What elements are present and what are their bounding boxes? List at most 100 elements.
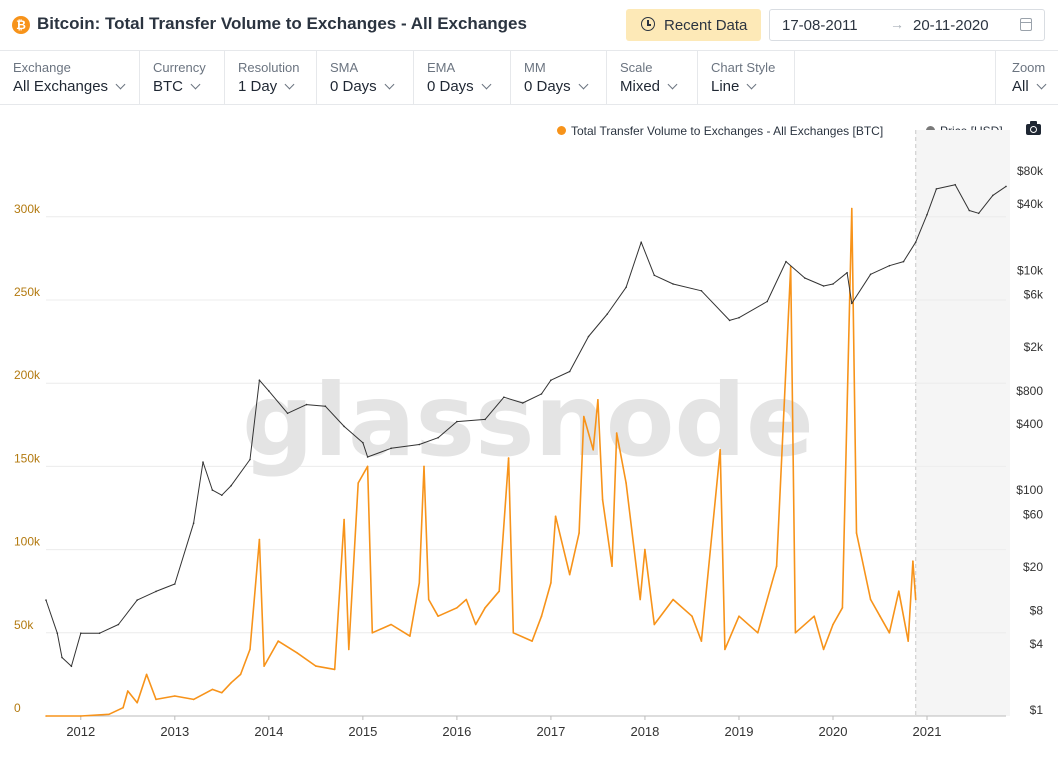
- price-point: [935, 188, 938, 190]
- price-point: [977, 212, 980, 215]
- y-right-tick-label: $2k: [1024, 340, 1044, 354]
- exchange-select[interactable]: Exchange All Exchanges: [0, 51, 140, 104]
- price-point: [305, 403, 308, 406]
- x-tick-label: 2016: [442, 724, 471, 739]
- ema-value: 0 Days: [427, 78, 492, 95]
- price-point: [728, 319, 731, 322]
- volume-point: [474, 623, 477, 626]
- sma-select[interactable]: SMA 0 Days: [317, 51, 414, 104]
- volume-point: [145, 673, 148, 676]
- price-point: [672, 283, 674, 285]
- volume-point: [615, 432, 618, 434]
- volume-point: [333, 668, 336, 671]
- volume-point: [258, 538, 261, 541]
- currency-value: BTC: [153, 78, 201, 95]
- volume-point: [127, 690, 129, 692]
- sma-value: 0 Days: [330, 78, 395, 95]
- volume-point: [366, 465, 369, 468]
- legend-volume[interactable]: Total Transfer Volume to Exchanges - All…: [557, 124, 883, 138]
- ema-select[interactable]: EMA 0 Days: [414, 51, 511, 104]
- price-point: [366, 456, 369, 458]
- volume-point: [625, 482, 627, 484]
- clock-icon: [641, 17, 655, 31]
- price-point: [640, 241, 642, 243]
- price-point: [418, 443, 421, 446]
- zoom-select[interactable]: Zoom All: [995, 51, 1058, 104]
- volume-point: [80, 715, 82, 717]
- price-point: [503, 396, 505, 399]
- exchange-label: Exchange: [13, 60, 71, 75]
- price-point: [653, 274, 656, 277]
- price-point: [766, 300, 768, 303]
- volume-point: [221, 691, 223, 694]
- x-tick-label: 2018: [630, 724, 659, 739]
- date-to-input[interactable]: 20-11-2020: [913, 17, 989, 34]
- price-point: [846, 271, 848, 274]
- volume-point: [371, 632, 374, 634]
- volume-point: [592, 449, 594, 451]
- recent-data-button[interactable]: Recent Data: [626, 9, 761, 41]
- price-point: [286, 412, 289, 415]
- exchange-value: All Exchanges: [13, 78, 126, 95]
- x-tick-label: 2013: [160, 724, 189, 739]
- price-point: [230, 484, 232, 487]
- volume-point: [611, 565, 613, 567]
- y-right-tick-label: $10k: [1017, 263, 1044, 277]
- date-range-picker[interactable]: 17-08-2011 → 20-11-2020: [769, 9, 1045, 41]
- bitcoin-icon: ₿: [12, 16, 30, 34]
- volume-point: [192, 698, 195, 701]
- price-point: [832, 283, 834, 285]
- price-point: [98, 632, 101, 634]
- price-point: [926, 213, 928, 216]
- chevron-down-icon: [1036, 79, 1047, 90]
- resolution-select[interactable]: Resolution 1 Day: [225, 51, 317, 104]
- price-point: [258, 379, 261, 382]
- volume-point: [315, 665, 317, 667]
- volume-point: [601, 498, 604, 501]
- date-from-input[interactable]: 17-08-2011: [782, 17, 858, 34]
- volume-point: [174, 695, 176, 697]
- price-point: [136, 599, 138, 601]
- price-point: [804, 277, 806, 279]
- volume-point: [418, 582, 421, 584]
- scale-value: Mixed: [620, 78, 678, 95]
- volume-point: [239, 673, 242, 676]
- price-point: [456, 420, 458, 423]
- price-point: [249, 458, 251, 461]
- page-title: Bitcoin: Total Transfer Volume to Exchan…: [37, 14, 527, 33]
- price-point: [484, 418, 486, 421]
- chevron-down-icon: [667, 79, 678, 90]
- volume-point: [869, 598, 872, 601]
- y-right-tick-label: $8: [1030, 604, 1044, 618]
- currency-select[interactable]: Currency BTC: [140, 51, 225, 104]
- price-point: [785, 260, 787, 263]
- volume-point: [122, 706, 124, 709]
- volume-point: [249, 648, 251, 651]
- watermark: glassnode: [242, 362, 814, 479]
- camera-icon[interactable]: [1026, 121, 1041, 135]
- volume-point: [855, 532, 858, 534]
- volume-point: [822, 648, 825, 651]
- volume-point: [507, 457, 510, 459]
- price-point: [437, 436, 439, 439]
- volume-point: [568, 573, 571, 576]
- price-point: [268, 390, 270, 392]
- price-point: [606, 313, 609, 315]
- price-point: [954, 183, 956, 186]
- volume-point: [484, 607, 486, 609]
- price-point: [1005, 185, 1007, 188]
- mm-select[interactable]: MM 0 Days: [511, 51, 607, 104]
- price-point: [362, 441, 364, 444]
- volume-point: [531, 640, 533, 642]
- volume-point: [639, 598, 641, 601]
- volume-point: [841, 607, 844, 609]
- y-left-tick-label: 300k: [14, 202, 41, 216]
- chart-style-select[interactable]: Chart Style Line: [698, 51, 795, 104]
- volume-point: [512, 632, 515, 634]
- price-point: [550, 379, 552, 382]
- volume-point: [155, 698, 157, 701]
- calendar-icon[interactable]: [1020, 18, 1032, 31]
- x-tick-label: 2012: [66, 724, 95, 739]
- scale-select[interactable]: Scale Mixed: [607, 51, 698, 104]
- zoom-value: All: [1012, 78, 1047, 95]
